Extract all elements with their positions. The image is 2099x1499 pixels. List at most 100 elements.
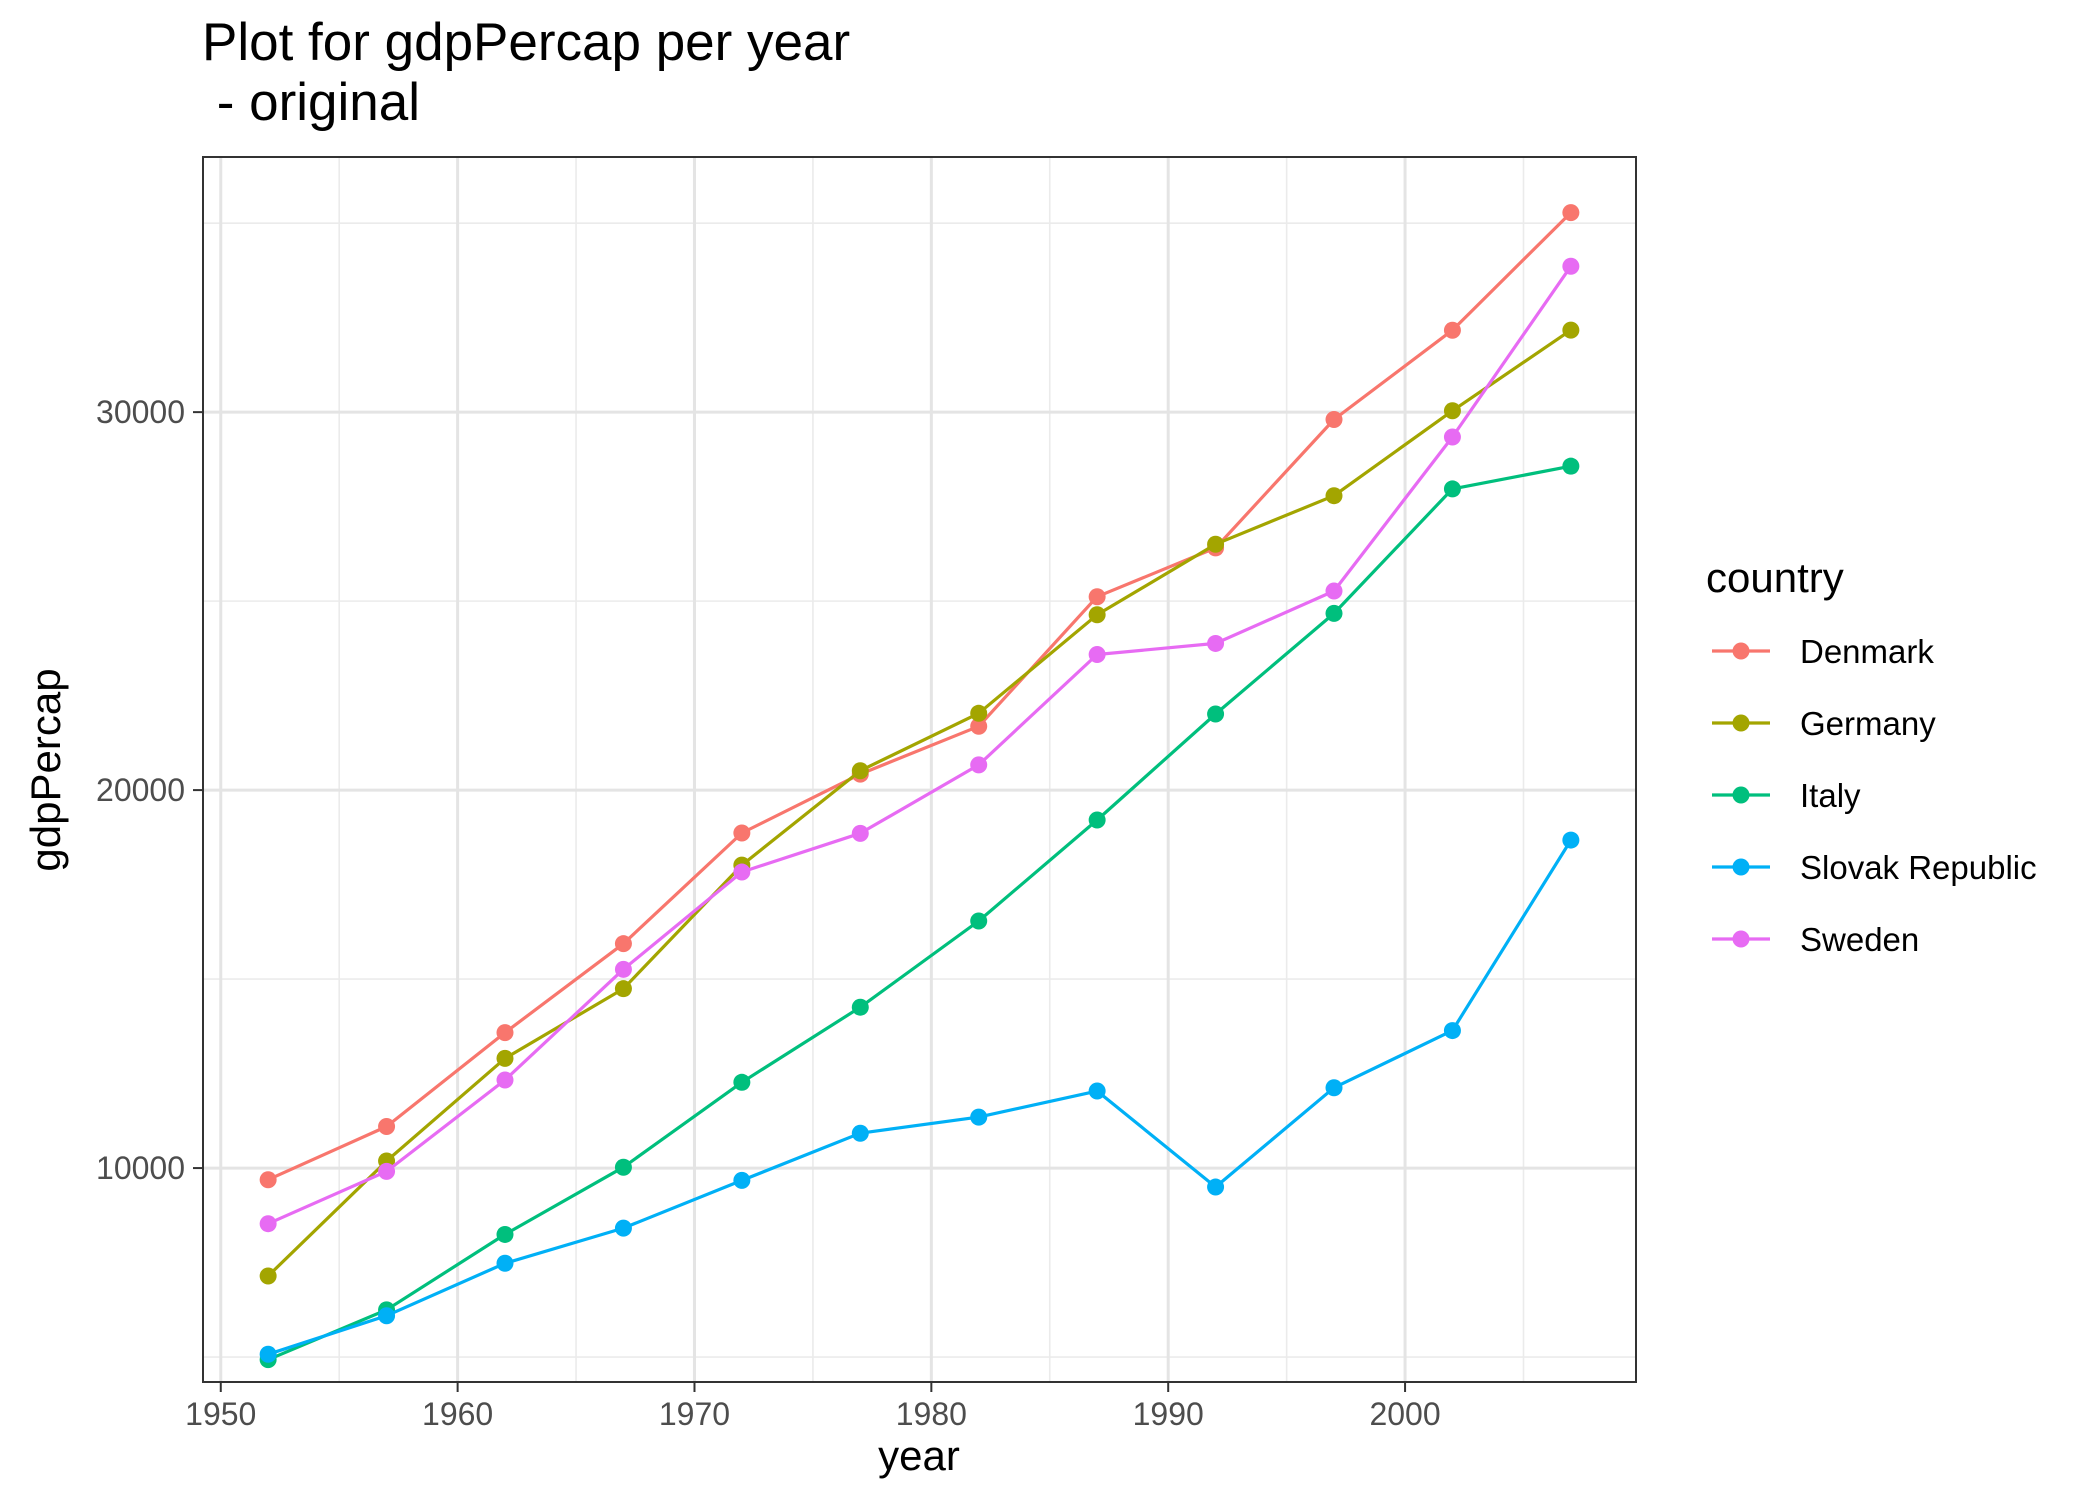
x-tick-label: 2000 — [1369, 1396, 1440, 1432]
data-point-sweden — [1088, 646, 1106, 664]
plot-panel-border — [202, 156, 1637, 1383]
data-point-sweden — [970, 756, 988, 774]
series-line-italy — [267, 464, 1572, 1362]
data-point-denmark — [733, 824, 751, 842]
grid-minor — [203, 157, 1636, 1382]
data-point-germany — [1088, 606, 1106, 624]
data-point-germany — [1562, 321, 1580, 339]
legend-label: Denmark — [1800, 633, 1934, 670]
chart-title: Plot for gdpPercap per year — [202, 13, 850, 72]
x-axis-title: year — [878, 1432, 960, 1479]
series-sweden — [259, 257, 1580, 1233]
data-point-denmark — [1562, 204, 1580, 222]
data-point-italy — [1325, 604, 1343, 622]
data-point-denmark — [259, 1171, 277, 1189]
data-point-germany — [259, 1267, 277, 1285]
legend-key-point — [1732, 714, 1750, 732]
data-point-denmark — [970, 717, 988, 735]
data-point-italy — [733, 1073, 751, 1091]
x-tick-label: 1960 — [422, 1396, 493, 1432]
data-point-denmark — [1443, 321, 1461, 339]
data-point-italy — [1207, 705, 1225, 723]
data-point-denmark — [496, 1024, 514, 1042]
series-line-denmark — [267, 211, 1573, 1182]
data-point-germany — [1325, 487, 1343, 505]
y-axis: 10000 20000 30000 — [96, 394, 203, 1186]
legend-title: country — [1706, 554, 1844, 601]
data-point-italy — [1562, 457, 1580, 475]
legend-key-point — [1732, 786, 1750, 804]
data-point-germany — [496, 1049, 514, 1067]
x-tick-label: 1950 — [185, 1396, 256, 1432]
data-point-denmark — [1088, 588, 1106, 606]
data-point-slovak-republic — [733, 1171, 751, 1189]
legend-key-point — [1732, 858, 1750, 876]
data-point-sweden — [1443, 428, 1461, 446]
data-point-germany — [1443, 402, 1461, 420]
x-tick-label: 1970 — [659, 1396, 730, 1432]
data-point-slovak-republic — [378, 1307, 396, 1325]
series-line-slovak-republic — [267, 839, 1573, 1356]
plot-panel-background — [203, 157, 1636, 1382]
data-point-italy — [614, 1158, 632, 1176]
data-point-germany — [970, 704, 988, 722]
legend-label: Germany — [1800, 705, 1936, 742]
legend-item-denmark: Denmark — [1712, 633, 1934, 670]
data-point-slovak-republic — [496, 1254, 514, 1272]
data-point-sweden — [378, 1162, 396, 1180]
series-denmark — [259, 204, 1580, 1189]
legend-item-sweden: Sweden — [1712, 921, 1919, 958]
series-line-germany — [266, 328, 1572, 1278]
legend-label: Slovak Republic — [1800, 849, 2037, 886]
y-axis-title: gdpPercap — [22, 668, 69, 871]
series-line-sweden — [267, 265, 1573, 1226]
data-point-slovak-republic — [1443, 1022, 1461, 1040]
legend-item-italy: Italy — [1712, 777, 1861, 814]
data-point-italy — [851, 998, 869, 1016]
data-point-germany — [1207, 535, 1225, 553]
data-point-slovak-republic — [1325, 1079, 1343, 1097]
legend: country Denmark Germany Italy Slovak Republ… — [1706, 554, 2037, 958]
chart-subtitle: - original — [202, 73, 420, 132]
legend-key-point — [1732, 642, 1750, 660]
data-point-slovak-republic — [851, 1124, 869, 1142]
data-point-sweden — [1562, 257, 1580, 275]
data-point-italy — [1443, 480, 1461, 498]
data-point-sweden — [851, 824, 869, 842]
legend-item-slovak-republic: Slovak Republic — [1712, 849, 2037, 886]
data-point-italy — [970, 912, 988, 930]
grid-major — [203, 157, 1636, 1382]
data-point-sweden — [1325, 582, 1343, 600]
data-point-slovak-republic — [1207, 1178, 1225, 1196]
data-point-slovak-republic — [614, 1219, 632, 1237]
data-point-slovak-republic — [970, 1108, 988, 1126]
data-point-slovak-republic — [1088, 1082, 1106, 1100]
data-point-italy — [496, 1225, 514, 1243]
legend-item-germany: Germany — [1712, 705, 1936, 742]
data-point-denmark — [378, 1117, 396, 1135]
data-point-sweden — [733, 863, 751, 881]
data-point-sweden — [1207, 634, 1225, 652]
data-point-sweden — [496, 1071, 514, 1089]
x-axis: 1950 1960 1970 1980 1990 2000 — [185, 1382, 1441, 1432]
series-layer — [259, 204, 1580, 1369]
data-point-sweden — [259, 1215, 277, 1233]
data-point-denmark — [1325, 411, 1343, 429]
x-tick-label: 1980 — [896, 1396, 967, 1432]
data-point-sweden — [614, 960, 632, 978]
data-point-denmark — [614, 935, 632, 953]
data-point-italy — [1088, 811, 1106, 829]
data-point-slovak-republic — [259, 1345, 277, 1363]
data-point-germany — [851, 762, 869, 780]
legend-label: Italy — [1800, 777, 1861, 814]
x-tick-label: 1990 — [1133, 1396, 1204, 1432]
series-slovak-republic — [259, 831, 1580, 1363]
y-tick-label: 10000 — [96, 1150, 185, 1186]
data-point-slovak-republic — [1562, 831, 1580, 849]
y-tick-label: 20000 — [96, 772, 185, 808]
legend-label: Sweden — [1800, 921, 1919, 958]
data-point-germany — [614, 980, 632, 998]
y-tick-label: 30000 — [96, 394, 185, 430]
legend-key-point — [1732, 930, 1750, 948]
